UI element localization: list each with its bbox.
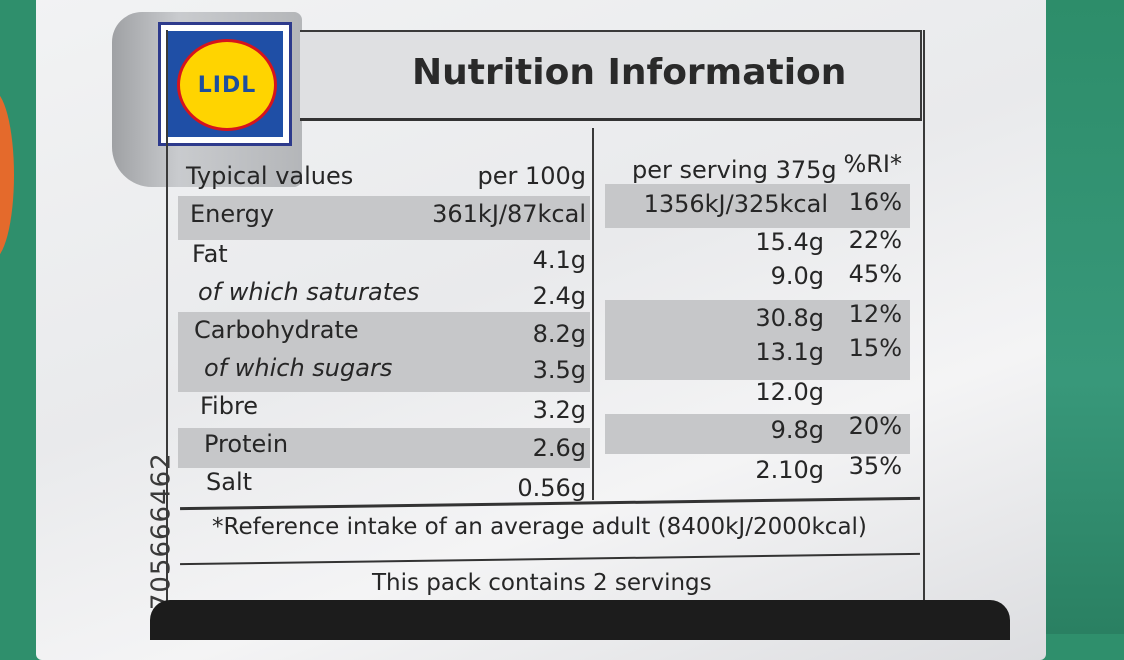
row-per100: 2.6g bbox=[532, 434, 586, 462]
footnote: *Reference intake of an average adult (8… bbox=[212, 514, 867, 540]
logo-disc: LIDL bbox=[177, 39, 277, 131]
row-serving: 9.0g bbox=[770, 262, 824, 290]
row-label: Carbohydrate bbox=[194, 316, 359, 344]
title-bar bbox=[300, 30, 922, 121]
row-serving: 13.1g bbox=[755, 338, 824, 366]
row-per100: 2.4g bbox=[532, 282, 586, 310]
row-label: Salt bbox=[206, 468, 253, 496]
servings-note: This pack contains 2 servings bbox=[372, 570, 712, 596]
page-title: Nutrition Information bbox=[412, 52, 847, 93]
row-label: of which sugars bbox=[204, 354, 393, 382]
band-protein-left bbox=[178, 428, 590, 468]
band-protein-right bbox=[605, 414, 910, 454]
logo-background: LIDL bbox=[167, 31, 283, 137]
header-ri: %RI* bbox=[843, 150, 902, 178]
row-serving: 15.4g bbox=[755, 228, 824, 256]
row-label: Protein bbox=[204, 430, 289, 458]
row-serving: 12.0g bbox=[755, 378, 824, 406]
row-ri: 16% bbox=[848, 188, 902, 216]
band-energy-left bbox=[178, 196, 590, 240]
row-ri: 12% bbox=[848, 300, 902, 328]
row-label: Fibre bbox=[200, 392, 259, 420]
band-carb-right bbox=[605, 300, 910, 380]
band-energy-right bbox=[605, 184, 910, 228]
row-per100: 3.5g bbox=[532, 356, 586, 384]
header-typical-values: Typical values bbox=[186, 162, 354, 190]
row-ri: 22% bbox=[848, 226, 902, 254]
row-serving: 1356kJ/325kcal bbox=[643, 190, 828, 218]
header-per-100g: per 100g bbox=[477, 162, 586, 190]
row-per100: 3.2g bbox=[532, 396, 586, 424]
row-per100: 4.1g bbox=[532, 246, 586, 274]
row-label: of which saturates bbox=[198, 278, 420, 306]
row-serving: 9.8g bbox=[770, 416, 824, 444]
logo-text: LIDL bbox=[197, 72, 257, 98]
row-ri: 45% bbox=[848, 260, 902, 288]
column-divider bbox=[592, 128, 594, 500]
row-label: Energy bbox=[190, 200, 275, 228]
dark-edge bbox=[150, 600, 1010, 640]
row-serving: 2.10g bbox=[755, 456, 824, 484]
row-label: Fat bbox=[192, 240, 228, 268]
row-ri: 20% bbox=[848, 412, 902, 440]
lidl-logo: LIDL bbox=[158, 22, 292, 146]
row-per100: 0.56g bbox=[517, 474, 586, 502]
row-per100: 361kJ/87kcal bbox=[432, 200, 586, 228]
orange-graphic bbox=[0, 90, 14, 260]
row-serving: 30.8g bbox=[755, 304, 824, 332]
header-per-serving: per serving 375g bbox=[632, 156, 837, 184]
row-per100: 8.2g bbox=[532, 320, 586, 348]
band-carb-left bbox=[178, 312, 590, 392]
row-ri: 35% bbox=[848, 452, 902, 480]
row-ri: 15% bbox=[848, 334, 902, 362]
green-background bbox=[1034, 0, 1124, 634]
